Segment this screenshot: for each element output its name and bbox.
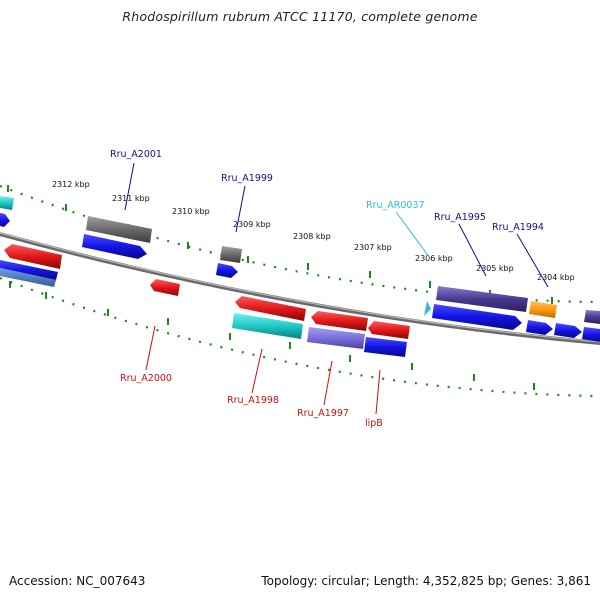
gene-label-Rru_A1994[interactable]: Rru_A1994 (492, 222, 544, 233)
feature-cds-lipB[interactable] (364, 337, 407, 357)
scale-label: 2310 kbp (172, 207, 210, 216)
feature-rna-A1998[interactable] (232, 313, 303, 339)
gene-label-Rru_AR0037[interactable]: Rru_AR0037 (366, 200, 425, 211)
feature-pseudo-A2001[interactable] (86, 216, 152, 243)
feature-rev-A2000[interactable] (150, 279, 180, 296)
feature-cds-A2001[interactable] (82, 234, 147, 259)
gene-label-Rru_A1997[interactable]: Rru_A1997 (297, 408, 349, 419)
gene-label-Rru_A1995[interactable]: Rru_A1995 (434, 212, 486, 223)
scale-label: 2311 kbp (112, 194, 150, 203)
feature-cds-A1999[interactable] (216, 263, 238, 278)
gene-label-Rru_A1999[interactable]: Rru_A1999 (221, 173, 273, 184)
feature-other-right[interactable] (584, 310, 600, 324)
feature-other-A1997[interactable] (307, 327, 365, 349)
feature-steel-left[interactable] (0, 268, 56, 287)
scale-label: 2306 kbp (415, 254, 453, 263)
outer-tick-track (0, 184, 600, 304)
scale-label: 2309 kbp (233, 220, 271, 229)
gene-label-Rru_A2001[interactable]: Rru_A2001 (110, 149, 162, 160)
feature-rev-A1997[interactable] (311, 311, 368, 331)
gene-label-lipB[interactable]: lipB (365, 418, 383, 429)
scale-label: 2308 kbp (293, 232, 331, 241)
reverse-features (0, 244, 410, 357)
label-leaders (124, 162, 549, 415)
gene-label-Rru_A1998[interactable]: Rru_A1998 (227, 395, 279, 406)
scale-label: 2305 kbp (476, 264, 514, 273)
feature-pseudo-small[interactable] (220, 246, 242, 263)
feature-rev-A1998[interactable] (235, 296, 306, 321)
accession-text: Accession: NC_007643 (9, 574, 146, 588)
feature-rna-AR0037[interactable] (424, 301, 431, 316)
feature-cds-next-2[interactable] (582, 327, 600, 342)
feature-ncrna-A1994[interactable] (529, 301, 557, 318)
genome-backbone (0, 232, 600, 345)
scale-label: 2307 kbp (354, 243, 392, 252)
feature-cds-next-1[interactable] (554, 323, 582, 338)
feature-cds-A1995[interactable] (432, 304, 522, 330)
feature-cds-A1994[interactable] (526, 320, 553, 335)
feature-blue-edge[interactable] (0, 213, 10, 227)
gene-label-Rru_A2000[interactable]: Rru_A2000 (120, 373, 172, 384)
feature-blue-left[interactable] (0, 260, 58, 280)
inner-major-ticks (9, 281, 535, 390)
inner-tick-track (0, 276, 600, 398)
scale-label: 2312 kbp (52, 180, 90, 189)
scale-label: 2304 kbp (537, 273, 575, 282)
map-title: Rhodospirillum rubrum ATCC 11170, comple… (122, 9, 478, 24)
feature-other-A1995[interactable] (436, 286, 528, 312)
feature-cyan-edge[interactable] (0, 196, 14, 210)
feature-rev-lipB[interactable] (368, 321, 410, 339)
feature-rev-left[interactable] (4, 244, 62, 269)
forward-features (0, 196, 600, 342)
genome-summary-text: Topology: circular; Length: 4,352,825 bp… (261, 574, 591, 588)
